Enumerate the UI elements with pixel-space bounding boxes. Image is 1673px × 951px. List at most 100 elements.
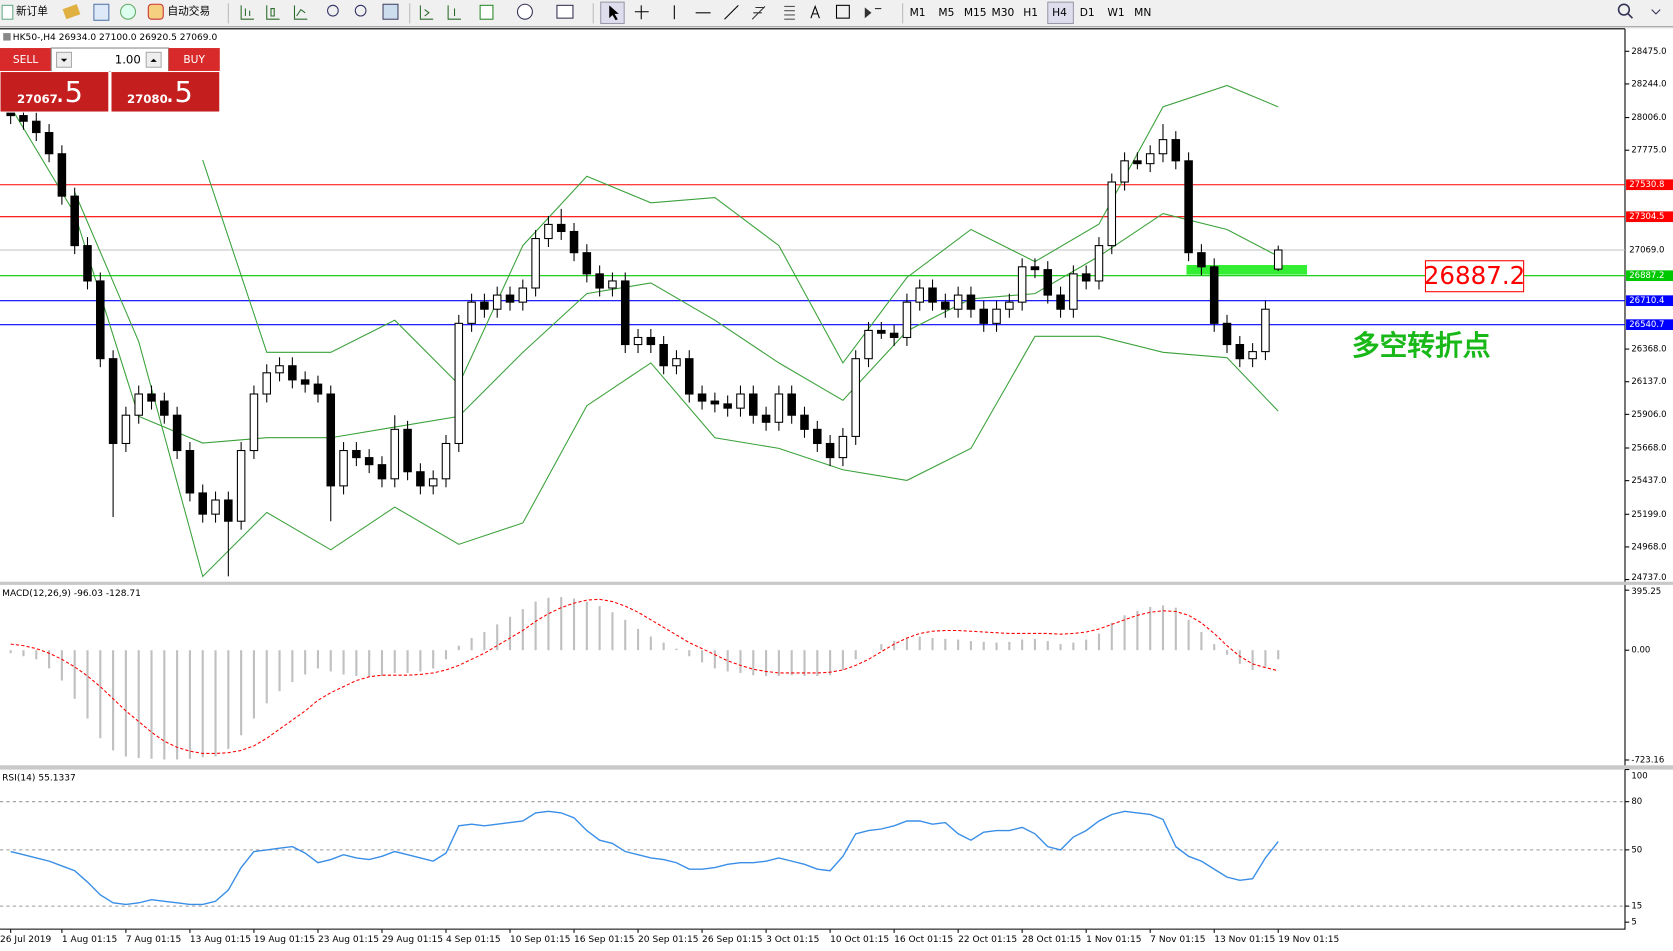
periods-icon[interactable] xyxy=(516,3,533,20)
price-level-tag xyxy=(1626,295,1673,307)
templates-icon[interactable] xyxy=(556,4,574,19)
candle-body xyxy=(185,450,195,494)
sell-label[interactable]: SELL xyxy=(13,53,38,66)
search-icon[interactable] xyxy=(1617,3,1631,16)
bar-chart-icon[interactable] xyxy=(240,5,254,20)
candle-body xyxy=(825,442,835,459)
candle-body xyxy=(57,153,67,197)
new-order-button[interactable]: 新订单 xyxy=(16,5,48,18)
y-tick-label: 24968.0 xyxy=(1631,542,1666,552)
panel: 28475.0 28244.0 28006.0 27775.0 26368.0 26137… xyxy=(0,33,1673,945)
y-tick-label: 25199.0 xyxy=(1631,510,1666,520)
toolbar-icon[interactable] xyxy=(93,3,110,21)
candle-body xyxy=(979,308,989,324)
line-chart-icon[interactable] xyxy=(293,5,308,20)
candle-body xyxy=(1056,294,1065,310)
autoscroll-icon[interactable] xyxy=(419,5,434,20)
indicators-icon[interactable] xyxy=(479,4,494,20)
candle-chart-icon[interactable] xyxy=(266,5,280,20)
candle-body xyxy=(1145,153,1155,165)
trendline-icon[interactable] xyxy=(724,4,739,20)
candle-body xyxy=(428,478,438,487)
label-icon[interactable] xyxy=(835,4,850,19)
x-tick-label: 16 Sep 01:15 xyxy=(574,935,634,945)
candle-body xyxy=(966,294,976,310)
channel-icon[interactable] xyxy=(784,5,795,20)
timeframe-button[interactable]: M5 xyxy=(938,6,954,19)
candle-body xyxy=(556,223,566,233)
price-level-tag xyxy=(1626,270,1673,282)
buy-label[interactable]: BUY xyxy=(183,53,205,66)
candle-body xyxy=(390,428,400,480)
dropdown-icon[interactable] xyxy=(1651,9,1661,15)
price-axis xyxy=(1624,28,1673,930)
bollinger-band xyxy=(10,106,1279,444)
timeframe-button[interactable]: M1 xyxy=(910,6,926,19)
timeframe-button[interactable]: M30 xyxy=(992,6,1015,19)
candle-body xyxy=(288,365,297,381)
candle-body xyxy=(1261,308,1270,353)
shift-icon[interactable] xyxy=(447,5,461,20)
arrows-icon[interactable] xyxy=(864,7,882,19)
candle-body xyxy=(1005,301,1014,310)
timeframe-button[interactable]: H4 xyxy=(1052,6,1067,19)
crosshair-icon[interactable] xyxy=(634,5,649,20)
cursor-icon xyxy=(609,5,619,21)
zoom-out-icon[interactable] xyxy=(354,4,367,17)
price-level-label: 27304.5 xyxy=(1629,212,1664,222)
new-order-icon[interactable] xyxy=(1,4,14,20)
y-tick-label: 80 xyxy=(1631,797,1642,807)
candle-body xyxy=(1133,160,1142,165)
buy-button[interactable] xyxy=(168,48,220,72)
candle-body xyxy=(403,428,412,473)
x-tick-label: 19 Aug 01:15 xyxy=(254,935,315,945)
candle-body xyxy=(147,393,156,402)
timeframes: M1 M5 M15 M30 H1 H4 D1 W1 MN xyxy=(910,6,1152,19)
timeframe-button[interactable]: MN xyxy=(1134,6,1151,19)
price-level-label: 27069.0 xyxy=(1629,245,1664,255)
y-tick-label: 25437.0 xyxy=(1631,476,1666,486)
toolbar-icon[interactable] xyxy=(62,4,81,20)
candle-body xyxy=(416,471,425,487)
panel-separator xyxy=(0,765,1673,770)
candle-body xyxy=(1120,160,1129,183)
y-tick-label: 25906.0 xyxy=(1631,410,1666,420)
candle-body xyxy=(262,372,272,395)
candle-body xyxy=(211,499,220,515)
candle-body xyxy=(800,414,809,430)
candle-body xyxy=(877,329,886,334)
candle-body xyxy=(749,393,758,416)
annotation: 多空转折点 xyxy=(1352,329,1491,362)
fibo-icon[interactable] xyxy=(751,6,766,20)
candle-body xyxy=(1094,245,1104,282)
candle-body xyxy=(864,329,873,360)
candle-body xyxy=(608,280,617,289)
chart-type-icons xyxy=(240,5,308,20)
candle-body xyxy=(761,414,771,423)
candle-body xyxy=(454,322,464,445)
x-tick-label: 16 Oct 01:15 xyxy=(894,935,953,945)
x-tick-label: 29 Aug 01:15 xyxy=(382,935,443,945)
timeframe-button[interactable]: M15 xyxy=(964,6,987,19)
timeframe-button[interactable]: H1 xyxy=(1023,6,1038,19)
candle-body xyxy=(377,464,387,480)
timeframe-button[interactable]: D1 xyxy=(1080,6,1095,19)
sell-button[interactable] xyxy=(0,48,52,72)
buy-price-box[interactable] xyxy=(110,70,221,113)
sell-price-box[interactable] xyxy=(0,70,110,113)
tile-icon[interactable] xyxy=(382,3,399,20)
text-icon[interactable] xyxy=(810,4,820,19)
auto-trading-button[interactable]: 自动交易 xyxy=(168,5,211,18)
timeframe-button[interactable]: W1 xyxy=(1107,6,1124,19)
lots-value[interactable]: 1.00 xyxy=(115,52,141,66)
auto-trading-icon[interactable] xyxy=(147,3,164,20)
x-tick-label: 10 Oct 01:15 xyxy=(830,935,889,945)
candle-body xyxy=(339,450,348,487)
zoom-in-icon[interactable] xyxy=(327,4,339,17)
toolbar-icon[interactable] xyxy=(120,3,137,20)
symbol-icon xyxy=(3,33,11,41)
candle-body xyxy=(992,308,1001,324)
search-icon-handle xyxy=(1627,13,1634,19)
